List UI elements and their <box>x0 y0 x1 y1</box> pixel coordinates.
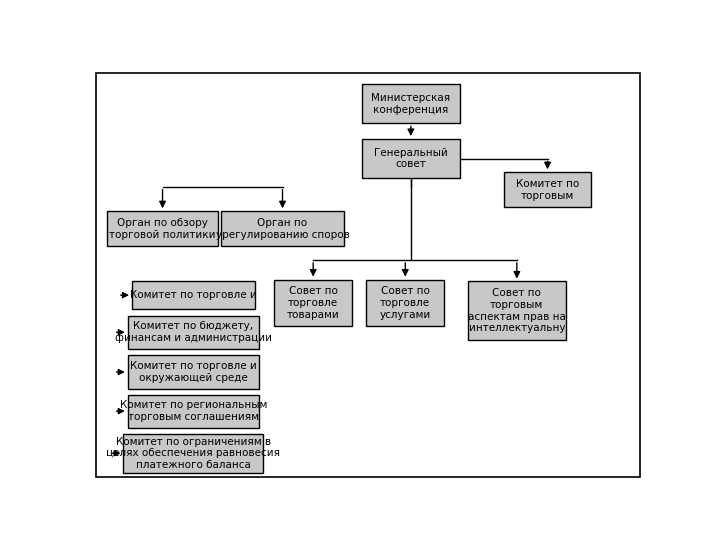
Text: Генеральный
совет: Генеральный совет <box>374 148 448 170</box>
Text: Комитет по ограничениям в
целях обеспечения равновесия
платежного баланса: Комитет по ограничениям в целях обеспече… <box>107 437 280 470</box>
FancyBboxPatch shape <box>107 211 218 246</box>
FancyBboxPatch shape <box>221 211 344 246</box>
Text: Комитет по региональным
торговым соглашениям: Комитет по региональным торговым соглаше… <box>120 400 267 422</box>
Text: Совет по
торговле
услугами: Совет по торговле услугами <box>379 286 431 320</box>
FancyBboxPatch shape <box>132 281 255 309</box>
FancyBboxPatch shape <box>127 355 258 389</box>
FancyBboxPatch shape <box>366 280 444 326</box>
FancyBboxPatch shape <box>362 84 459 123</box>
Text: Комитет по
торговым: Комитет по торговым <box>516 179 579 200</box>
FancyBboxPatch shape <box>127 395 258 428</box>
Text: Совет по
торговым
аспектам прав на
интеллектуальну: Совет по торговым аспектам прав на интел… <box>468 288 566 333</box>
Text: Комитет по торговле и: Комитет по торговле и <box>130 290 256 300</box>
Text: Орган по обзору
торговой политики: Орган по обзору торговой политики <box>109 218 216 240</box>
FancyBboxPatch shape <box>274 280 352 326</box>
Text: Орган по
урегулированию споров: Орган по урегулированию споров <box>215 218 349 240</box>
FancyBboxPatch shape <box>468 281 566 340</box>
FancyBboxPatch shape <box>362 139 459 178</box>
FancyBboxPatch shape <box>504 172 591 207</box>
Text: Министерская
конференция: Министерская конференция <box>372 93 451 114</box>
Text: Комитет по бюджету,
финансам и администрации: Комитет по бюджету, финансам и администр… <box>114 321 271 343</box>
Text: Комитет по торговле и
окружающей среде: Комитет по торговле и окружающей среде <box>130 361 256 383</box>
Text: Совет по
торговле
товарами: Совет по торговле товарами <box>287 286 340 320</box>
FancyBboxPatch shape <box>127 316 258 349</box>
FancyBboxPatch shape <box>124 434 263 473</box>
